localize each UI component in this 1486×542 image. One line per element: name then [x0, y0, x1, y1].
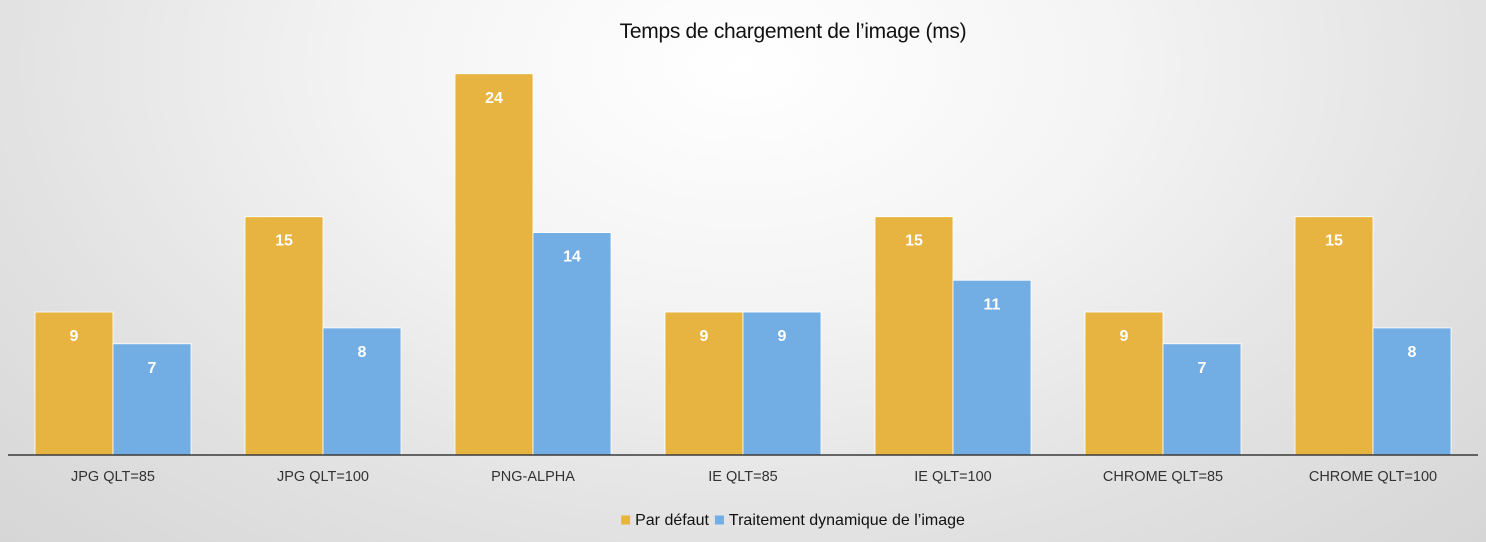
- bar-default-1: [244, 216, 324, 456]
- data-label: 24: [485, 90, 503, 107]
- x-tick-label: JPG QLT=85: [71, 469, 155, 485]
- data-label: 15: [1325, 233, 1343, 250]
- data-label: 9: [700, 328, 709, 345]
- data-label: 11: [984, 296, 1001, 313]
- bar-dynamic-0: [112, 343, 192, 456]
- bar-dynamic-3: [742, 311, 822, 456]
- data-label: 7: [148, 360, 157, 377]
- bar-dynamic-2: [532, 232, 612, 456]
- x-tick-label: CHROME QLT=85: [1103, 469, 1223, 485]
- data-label: 9: [778, 328, 787, 345]
- bars-layer: [34, 73, 1452, 456]
- x-tick-label: IE QLT=100: [914, 469, 992, 485]
- bar-dynamic-5: [1162, 343, 1242, 456]
- data-label: 9: [70, 328, 79, 345]
- data-label: 15: [275, 233, 293, 250]
- data-label: 15: [905, 233, 923, 250]
- bar-default-3: [664, 311, 744, 456]
- legend-label: Traitement dynamique de l’image: [729, 512, 965, 529]
- legend-swatch-default: [621, 515, 631, 525]
- bar-dynamic-4: [952, 279, 1032, 456]
- data-label: 8: [1408, 344, 1417, 361]
- data-label: 8: [358, 344, 367, 361]
- x-tick-label: IE QLT=85: [708, 469, 777, 485]
- legend-swatch-dynamic: [714, 515, 724, 525]
- data-labels-layer: 9 7 15 8 24 14 9 9 15 11 9 7 15 8: [70, 90, 1417, 377]
- data-label: 9: [1120, 328, 1129, 345]
- bar-dynamic-1: [322, 327, 402, 456]
- x-axis-tick-labels: JPG QLT=85 JPG QLT=100 PNG-ALPHA IE QLT=85 I…: [71, 469, 1437, 485]
- data-label: 7: [1198, 360, 1207, 377]
- x-tick-label: CHROME QLT=100: [1309, 469, 1437, 485]
- data-label: 14: [563, 249, 581, 266]
- legend: Par défaut Traitement dynamique de l’imag…: [621, 512, 965, 529]
- bar-default-0: [34, 311, 114, 456]
- chart-title: Temps de chargement de l’image (ms): [620, 20, 967, 43]
- bar-default-2: [454, 73, 534, 456]
- x-tick-label: PNG-ALPHA: [491, 469, 575, 485]
- x-tick-label: JPG QLT=100: [277, 469, 369, 485]
- bar-default-6: [1294, 216, 1374, 456]
- bar-default-4: [874, 216, 954, 456]
- legend-label: Par défaut: [635, 512, 709, 529]
